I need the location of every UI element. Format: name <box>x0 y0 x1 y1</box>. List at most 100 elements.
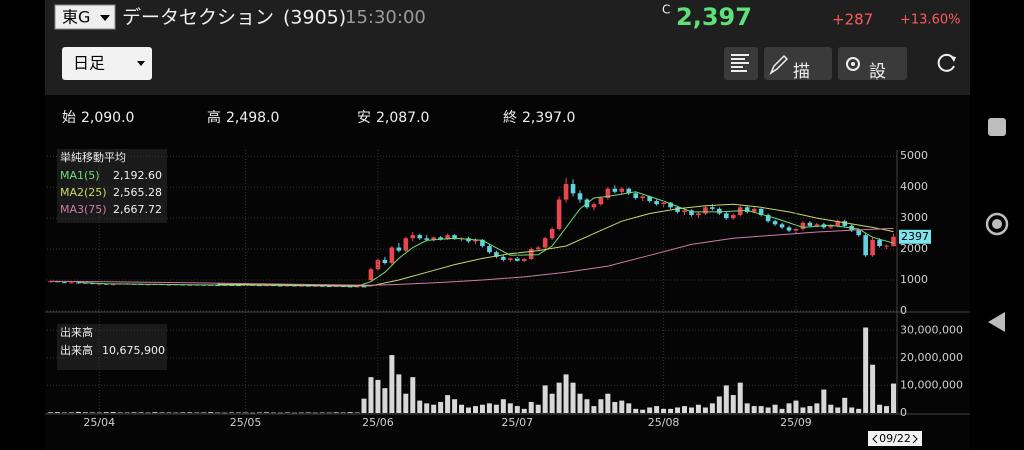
candle-body <box>48 281 53 283</box>
volume-bar <box>257 412 262 413</box>
dropdown-arrow <box>137 61 145 66</box>
volume-bar <box>842 397 848 413</box>
candle-body <box>166 284 172 286</box>
x-tick-label: 25/09 <box>780 416 812 429</box>
volume-bar <box>417 400 423 413</box>
cursor-label-box <box>868 431 922 446</box>
candle-body <box>633 193 639 198</box>
candle-body <box>570 184 576 194</box>
volume-bar <box>619 400 625 413</box>
volume-legend-value: 10,675,900 <box>102 344 165 357</box>
candle-body <box>717 208 722 214</box>
volume-bar <box>472 406 478 413</box>
volume-bar <box>382 388 388 413</box>
candle-body <box>542 238 548 248</box>
volume-bar <box>354 412 360 414</box>
volume-bar <box>180 412 186 413</box>
volume-bar <box>821 389 827 413</box>
volume-bar <box>709 403 715 413</box>
candle-body <box>361 286 367 288</box>
candle-body <box>835 221 841 226</box>
nav-home[interactable] <box>985 212 1009 236</box>
ma-line <box>217 203 894 287</box>
volume-bar <box>82 412 88 413</box>
y-tick-label: 2000 <box>900 242 928 255</box>
cursor-label: 09/22 <box>879 432 911 445</box>
volume-bar <box>849 407 855 413</box>
candle-body <box>368 269 374 281</box>
ma-legend-name: MA1(5) <box>60 169 100 182</box>
candle-body <box>668 202 673 208</box>
candle-body <box>744 207 750 212</box>
volume-bar <box>828 404 834 413</box>
settings-label: 設定 <box>865 62 886 96</box>
volume-bar <box>591 406 597 413</box>
candle-body <box>528 249 534 259</box>
volume-bar <box>243 412 249 414</box>
candle-body <box>473 239 478 242</box>
ohlc-label: 始 <box>62 110 76 126</box>
y-tick-label: 4000 <box>900 180 928 193</box>
nav-back[interactable] <box>988 312 1005 332</box>
candle-body <box>299 285 304 287</box>
volume-bar <box>779 408 785 413</box>
volume-bar <box>640 409 646 413</box>
volume-bar <box>688 407 694 413</box>
ma-line <box>78 191 894 287</box>
volume-bar <box>870 364 876 413</box>
refresh-icon[interactable] <box>937 53 955 72</box>
volume-bar <box>633 408 639 413</box>
volume-bar <box>431 404 437 413</box>
candle-body <box>605 188 611 198</box>
candle-body <box>828 225 834 228</box>
volume-bar <box>549 393 555 413</box>
candle-body <box>410 235 416 239</box>
volume-bar <box>493 404 499 413</box>
candle-body <box>521 258 527 261</box>
nav-home-dot <box>992 219 1002 229</box>
volume-bar <box>856 408 862 413</box>
volume-bar <box>584 399 590 413</box>
candle-body <box>682 210 687 212</box>
volume-bar <box>877 404 883 413</box>
nav-recent[interactable] <box>988 118 1006 136</box>
y-tick-label: 5000 <box>900 149 928 162</box>
volume-bar <box>445 395 451 413</box>
volume-bar <box>682 406 687 413</box>
volume-bar <box>396 374 402 413</box>
volume-bar <box>793 400 799 413</box>
candle-body <box>703 207 708 214</box>
candle-body <box>856 230 861 236</box>
volume-legend-bg <box>57 324 167 370</box>
volume-bar <box>438 401 444 413</box>
volume-bar <box>654 406 660 413</box>
period-select[interactable] <box>62 47 152 80</box>
volume-bar <box>263 412 269 413</box>
candle-body <box>445 235 450 240</box>
volume-bar <box>605 393 611 413</box>
volume-bar <box>765 407 771 413</box>
volume-bar <box>730 395 736 413</box>
indicator-icon <box>731 54 749 72</box>
volume-bar <box>891 383 897 413</box>
x-tick-label: 25/04 <box>83 416 115 429</box>
stock-code: (3905) <box>283 7 346 29</box>
candle-body <box>758 208 764 216</box>
candle-body <box>556 199 562 229</box>
candle-body <box>563 184 569 200</box>
ma-legend-value: 2,667.72 <box>113 203 162 216</box>
volume-bar <box>187 412 193 413</box>
candle-body <box>772 221 778 225</box>
price-flag: C <box>662 3 670 17</box>
volume-bar <box>835 407 841 413</box>
settings-button[interactable] <box>838 47 907 80</box>
candle-body <box>487 245 492 253</box>
candle-body <box>598 197 604 205</box>
volume-bar <box>737 382 743 413</box>
draw-button[interactable] <box>764 47 832 80</box>
volume-bar <box>389 355 395 413</box>
candle-body <box>730 215 736 219</box>
volume-legend-title: 出来高 <box>60 325 93 339</box>
volume-bar <box>208 412 214 413</box>
candle-body <box>417 235 423 239</box>
